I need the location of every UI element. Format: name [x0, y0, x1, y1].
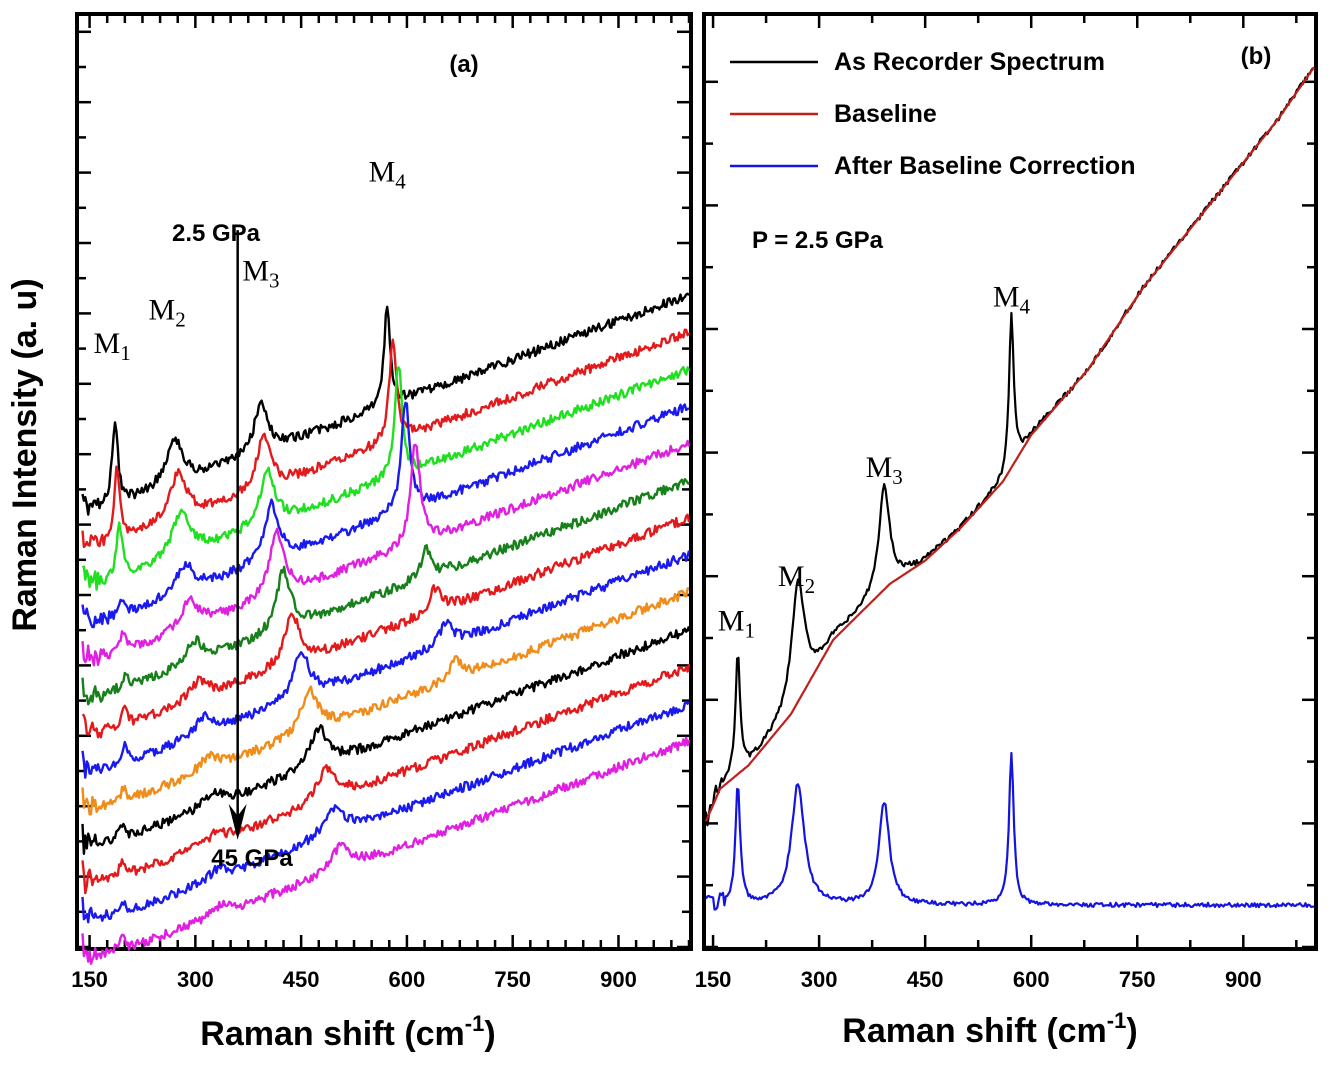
- panel-b-peak-labels: M1 M2 M3 M4: [718, 280, 1031, 642]
- panel-a-spectrum-3: [81, 366, 691, 591]
- panel-b-x-tick-label: 150: [695, 967, 732, 992]
- panel-a-x-axis-title: Raman shift (cm-1): [200, 1011, 495, 1053]
- legend: As Recorder Spectrum Baseline After Baseli…: [730, 48, 1135, 180]
- panel-b-tick-labels: 150 300 450 600 750 900: [695, 967, 1262, 992]
- panel-b-peak-label-m3: M3: [866, 451, 903, 489]
- panel-b-frame: [702, 12, 1318, 951]
- pressure-arrow-head: [228, 803, 247, 840]
- panel-b-x-tick-label: 900: [1225, 967, 1262, 992]
- panel-a-x-tick-label: 150: [71, 967, 108, 992]
- panel-a-spectrum-2: [81, 328, 691, 549]
- baseline-corrected-line: [705, 751, 1315, 911]
- legend-label-1: As Recorder Spectrum: [834, 48, 1105, 76]
- panel-a-x-title-close: ): [484, 1015, 495, 1053]
- panel-a-x-tick-label: 750: [494, 967, 531, 992]
- panel-a-spectrum-11: [81, 663, 691, 895]
- panel-a-x-tick-label: 300: [177, 967, 214, 992]
- panel-b-x-tick-label: 750: [1119, 967, 1156, 992]
- panel-a-tick-labels: 150 300 450 600 750 900: [71, 967, 637, 992]
- panel-a-x-tick-label: 450: [283, 967, 320, 992]
- panel-a-x-title-sup: -1: [465, 1011, 485, 1036]
- panel-a-spectrum-7: [81, 513, 691, 739]
- legend-label-2: Baseline: [834, 100, 937, 128]
- pressure-start-label: 2.5 GPa: [172, 220, 261, 247]
- panel-b-series: [704, 66, 1315, 911]
- panel-a-peak-label-m3: M3: [242, 254, 279, 292]
- panel-a-spectrum-10: [81, 625, 691, 855]
- panel-a-frame: [75, 12, 693, 951]
- panel-a-spectrum-12: [81, 701, 690, 924]
- panel-a-x-title-main: Raman shift (cm: [200, 1015, 465, 1053]
- panel-a-spectrum-9: [81, 587, 689, 816]
- panel-b-peak-label-m1: M1: [718, 604, 755, 642]
- panel-b-ticks: [706, 16, 1314, 949]
- panel-a-spectrum-8: [81, 550, 691, 779]
- panel-a-spectrum-6: [81, 478, 690, 706]
- panel-a-spectrum-1: [81, 292, 690, 516]
- panel-a-spectrum-13: [81, 736, 691, 965]
- panel-b-x-axis-title: Raman shift (cm-1): [842, 1008, 1137, 1050]
- pressure-annotation: P = 2.5 GPa: [752, 227, 884, 254]
- panel-a-x-tick-label: 600: [389, 967, 426, 992]
- y-axis-title: Raman Intensity (a. u): [6, 278, 44, 631]
- panel-b-x-title-main: Raman shift (cm: [842, 1012, 1107, 1050]
- panel-b-label: (b): [1241, 43, 1272, 70]
- panel-b-peak-label-m2: M2: [778, 560, 815, 598]
- panel-a-spectrum-4: [81, 401, 690, 629]
- legend-label-3: After Baseline Correction: [834, 152, 1135, 180]
- panel-a-peak-label-m4: M4: [369, 156, 407, 194]
- baseline-line: [704, 66, 1315, 822]
- panel-a-peak-label-m2: M2: [149, 294, 186, 332]
- panel-b-x-tick-label: 300: [801, 967, 838, 992]
- panel-b: 150 300 450 600 750 900 (b) As Recorder Spect…: [695, 12, 1318, 1050]
- panel-a-series: [81, 292, 691, 965]
- panel-a-label: (a): [449, 51, 478, 78]
- panel-a-peak-label-m1: M1: [94, 327, 131, 365]
- pressure-end-label: 45 GPa: [211, 845, 293, 872]
- panel-a-peak-labels: M1 M2 M3 M4: [94, 156, 407, 365]
- as-recorded-spectrum-line: [704, 67, 1315, 827]
- panel-a-x-tick-label: 900: [600, 967, 637, 992]
- panel-a-spectrum-5: [81, 439, 691, 667]
- panel-b-x-title-sup: -1: [1107, 1008, 1127, 1033]
- panel-b-x-tick-label: 600: [1013, 967, 1050, 992]
- panel-a: 150 300 450 600 750 900 (a) 2.5 GPa 45 GPa M1…: [6, 12, 693, 1053]
- panel-b-x-tick-label: 450: [907, 967, 944, 992]
- pressure-arrow: [228, 230, 247, 840]
- panel-b-peak-label-m4: M4: [993, 280, 1031, 318]
- panel-b-x-title-close: ): [1126, 1012, 1137, 1050]
